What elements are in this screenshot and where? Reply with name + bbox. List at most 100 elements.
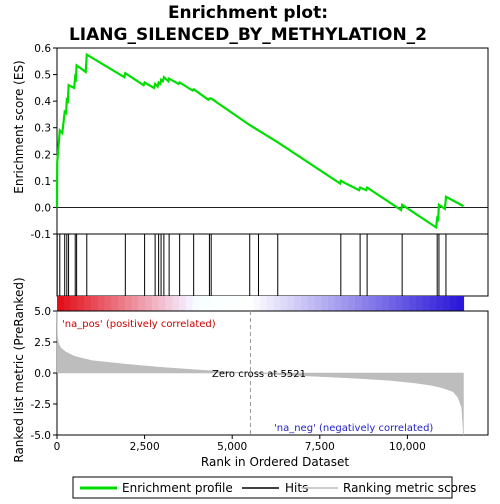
x-tick-label: 7,500 (305, 441, 335, 453)
band-segment (382, 296, 390, 311)
es-tick-label: -0.1 (31, 229, 52, 241)
chart-title-line2: LIANG_SILENCED_BY_METHYLATION_2 (69, 25, 427, 45)
metric-tick-label: 2.5 (34, 337, 51, 349)
legend-metric-label: Ranking metric scores (343, 481, 476, 495)
band-segment (436, 296, 444, 311)
band-segment (402, 296, 410, 311)
band-segment (246, 296, 255, 311)
band-segment (260, 296, 268, 311)
band-segment (368, 296, 377, 311)
legend: Enrichment profile Hits Ranking metric s… (72, 476, 476, 499)
band-segment (151, 296, 160, 311)
band-segment (355, 296, 363, 311)
band-segment (429, 296, 437, 311)
legend-hits-label: Hits (285, 481, 308, 495)
band-segment (57, 296, 65, 311)
metric-tick-label: 5.0 (34, 306, 51, 318)
band-segment (280, 296, 288, 311)
band-segment (327, 296, 336, 311)
band-segment (138, 296, 146, 311)
band-segment (84, 296, 92, 311)
band-segment (165, 296, 173, 311)
es-panel: -0.1 0.0 0.1 0.2 0.3 0.4 0.5 0.6 (31, 43, 489, 241)
hits-panel (56, 233, 489, 297)
band-segment (300, 296, 309, 311)
es-tick-label: 0.5 (34, 70, 51, 82)
metric-area (56, 310, 464, 436)
hits-frame (56, 233, 489, 297)
metric-panel: -5.0 -2.5 0.0 2.5 5.0 0 2,500 5,000 7,500 10,000 (31, 306, 489, 453)
band-segment (314, 296, 322, 311)
band-segment (158, 296, 166, 311)
band-segment (212, 296, 221, 311)
es-tick-label: 0.2 (34, 149, 51, 161)
es-axis-label: Enrichment score (ES) (12, 60, 26, 193)
band-segment (395, 296, 404, 311)
band-segment (77, 296, 85, 311)
band-segment (422, 296, 431, 311)
band-segment (219, 296, 227, 311)
es-tick-label: 0.1 (34, 176, 51, 188)
x-tick-label: 10,000 (389, 441, 426, 453)
metric-tick-label: 0.0 (34, 368, 51, 380)
band-segment (348, 296, 356, 311)
es-tick-label: 0.6 (34, 43, 51, 55)
x-tick-label: 0 (54, 441, 61, 453)
band-segment (334, 296, 343, 311)
band-segment (443, 296, 451, 311)
metric-tick-label: -2.5 (31, 399, 52, 411)
es-plot-frame (56, 47, 489, 235)
band-segment (226, 296, 234, 311)
band-segment (253, 296, 261, 311)
band-segment (90, 296, 99, 311)
es-tick-label: 0.3 (34, 123, 51, 135)
legend-es-label: Enrichment profile (122, 481, 233, 495)
band-segment (341, 296, 349, 311)
pos-correlated-label: 'na_pos' (positively correlated) (62, 319, 216, 330)
x-tick-label: 5,000 (217, 441, 247, 453)
band-segment (456, 296, 465, 311)
band-segment (267, 296, 275, 311)
band-segment (449, 296, 458, 311)
band-segment (124, 296, 133, 311)
metric-axis-label: Ranked list metric (PreRanked) (12, 277, 26, 462)
band-segment (131, 296, 139, 311)
band-segment (273, 296, 282, 311)
band-segment (63, 296, 72, 311)
x-tick-label: 2,500 (130, 441, 160, 453)
band-segment (117, 296, 126, 311)
neg-correlated-label: 'na_neg' (negatively correlated) (274, 423, 433, 434)
es-line (55, 52, 465, 230)
band-segment (409, 296, 417, 311)
band-segment (321, 296, 329, 311)
band-segment (97, 296, 106, 311)
band-segment (294, 296, 302, 311)
band-segment (388, 296, 397, 311)
band-segment (416, 296, 424, 311)
x-axis-label: Rank in Ordered Dataset (201, 455, 349, 469)
band-segment (70, 296, 78, 311)
band-segment (178, 296, 187, 311)
band-segment (185, 296, 194, 311)
chart-title-line1: Enrichment plot: (168, 3, 328, 23)
es-tick-label: 0.0 (34, 202, 51, 214)
es-tick-label: 0.4 (34, 96, 51, 108)
band-segment (111, 296, 119, 311)
band-segment (233, 296, 241, 311)
band-segment (307, 296, 316, 311)
zero-cross-label: Zero cross at 5521 (212, 369, 306, 380)
band-segment (145, 296, 153, 311)
band-segment (361, 296, 370, 311)
band-segment (239, 296, 248, 311)
metric-tick-label: -5.0 (31, 430, 52, 442)
band-segment (104, 296, 112, 311)
band-segment (287, 296, 295, 311)
band-segment (199, 296, 207, 311)
band-segment (375, 296, 383, 311)
ranking-color-band (57, 296, 465, 311)
band-segment (172, 296, 180, 311)
band-segment (206, 296, 214, 311)
band-segment (192, 296, 200, 311)
